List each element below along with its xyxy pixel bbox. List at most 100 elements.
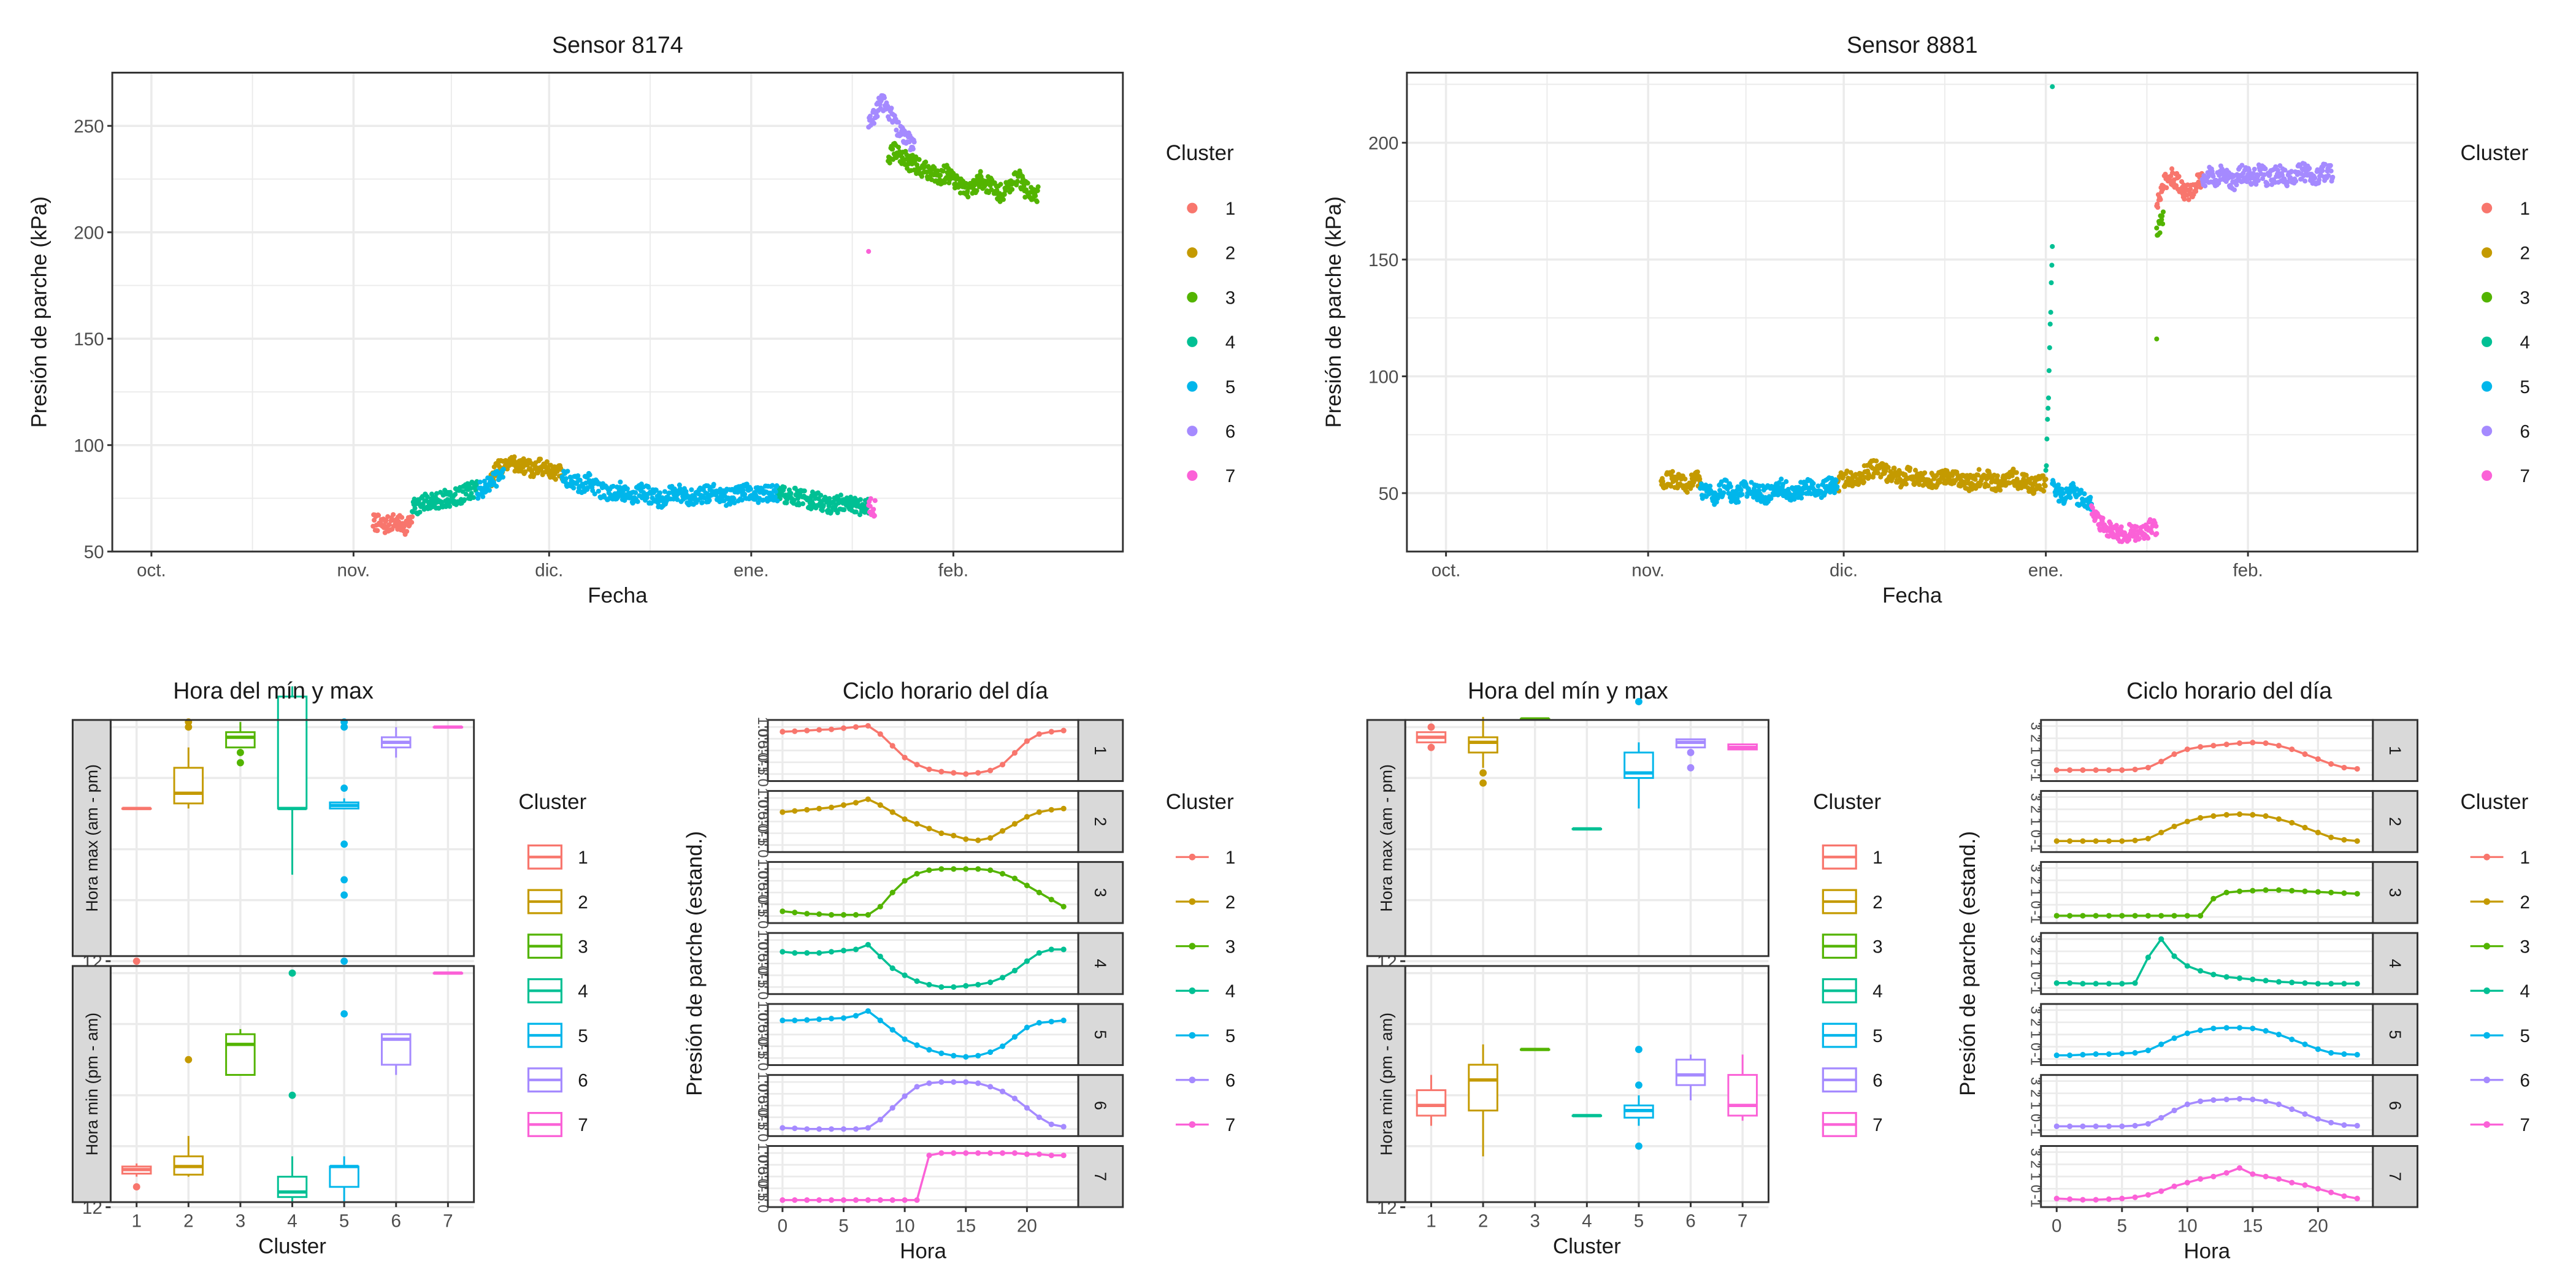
data-point: [434, 491, 439, 496]
facet-strip: [2372, 719, 2419, 782]
data-point: [2250, 171, 2256, 176]
data-point: [2223, 811, 2229, 818]
data-point: [877, 903, 883, 910]
data-point: [780, 949, 786, 955]
legend-key: [2483, 987, 2491, 994]
data-point: [748, 486, 754, 492]
data-point: [731, 496, 737, 502]
y-tick-labels: [2037, 796, 2041, 847]
y-tick-labels: [2037, 1151, 2041, 1202]
data-point: [1800, 491, 1805, 496]
data-point: [618, 479, 623, 485]
data-point: [1739, 492, 1745, 497]
series-5-points: [559, 469, 780, 510]
data-point: [2223, 1025, 2229, 1031]
data-point: [2158, 1114, 2164, 1121]
data-point: [889, 809, 895, 815]
data-point: [711, 481, 716, 487]
facet-strip: [2372, 1144, 2419, 1208]
data-point: [926, 1152, 932, 1159]
data-point: [926, 1080, 932, 1086]
data-point: [2093, 1123, 2099, 1129]
data-point: [963, 1054, 969, 1060]
y-tick-label: -1: [2028, 1124, 2044, 1137]
data-point: [938, 769, 945, 775]
data-point: [2041, 488, 2047, 494]
data-point: [914, 870, 920, 877]
y-tick-label: 0.0: [754, 740, 771, 761]
data-point: [1885, 465, 1891, 470]
legend-label: 6: [1873, 1071, 1882, 1091]
data-point: [816, 805, 822, 811]
facet-strip-label: 3: [1091, 888, 1110, 897]
y-tick-label: -1.0: [754, 832, 771, 858]
data-point: [2098, 527, 2103, 533]
box: [1416, 1089, 1447, 1117]
data-point: [1738, 487, 1744, 493]
data-point: [2158, 829, 2164, 835]
x-tick-label: 15: [2242, 1216, 2263, 1236]
legend-label: 3: [1873, 937, 1882, 957]
data-point: [889, 889, 895, 895]
x-tick-label: 6: [1685, 1211, 1695, 1231]
facet-strip-label: Hora min (pm - am): [1378, 1013, 1396, 1156]
box-cluster-1: [121, 1163, 152, 1191]
data-point: [2210, 1025, 2217, 1032]
y-tick-label: -0.5: [754, 1176, 771, 1202]
data-point: [1024, 738, 1030, 744]
data-point: [2080, 1052, 2086, 1058]
y-tick-label: 2: [2028, 947, 2044, 955]
data-point: [2250, 887, 2256, 894]
data-point: [2264, 182, 2271, 188]
outlier-point: [288, 1091, 296, 1099]
data-point: [2184, 963, 2190, 969]
data-point: [2171, 1107, 2177, 1114]
outlier-point: [2050, 84, 2055, 90]
x-tick-label: ene.: [2028, 561, 2064, 581]
y-tick-label: 150: [1368, 250, 1398, 270]
y-tick-label: 1.0: [754, 1001, 771, 1022]
data-point: [1036, 1114, 1042, 1121]
data-point: [963, 983, 969, 989]
data-point: [1000, 197, 1006, 202]
data-point: [2145, 764, 2151, 771]
data-point: [886, 117, 892, 122]
box: [277, 1176, 308, 1198]
data-point: [828, 804, 835, 811]
data-point: [788, 491, 794, 496]
data-point: [902, 816, 908, 822]
data-point: [877, 802, 883, 808]
data-point: [2046, 368, 2052, 374]
legend-label: 4: [578, 981, 588, 1002]
data-point: [2093, 913, 2099, 919]
y-tick-label: 0: [2028, 900, 2044, 908]
data-point: [2045, 395, 2052, 401]
data-point: [2198, 1027, 2204, 1033]
y-tick-label: 0.0: [754, 953, 771, 974]
data-point: [2055, 482, 2061, 488]
legend-key: [2482, 470, 2493, 481]
data-point: [1834, 484, 1840, 489]
data-point: [975, 1080, 981, 1086]
data-point: [662, 489, 668, 494]
data-point: [2328, 1189, 2334, 1195]
y-tick-label: -1: [2028, 839, 2044, 853]
data-point: [938, 830, 945, 837]
y-tick-label: 200: [74, 223, 104, 243]
legend-key: [1187, 336, 1198, 347]
data-point: [1903, 481, 1909, 487]
outlier-point: [340, 723, 348, 731]
data-point: [1048, 729, 1054, 735]
data-point: [2315, 756, 2321, 762]
data-point: [531, 472, 537, 478]
data-point: [926, 867, 932, 873]
data-point: [1978, 481, 1984, 487]
data-point: [471, 495, 477, 500]
data-point: [2315, 1186, 2321, 1192]
data-point: [2255, 178, 2261, 183]
data-point: [707, 497, 712, 503]
data-point: [974, 188, 979, 193]
legend-label: 5: [2520, 377, 2529, 397]
data-point: [2106, 1051, 2112, 1057]
y-tick-label: 1: [2028, 1173, 2044, 1181]
